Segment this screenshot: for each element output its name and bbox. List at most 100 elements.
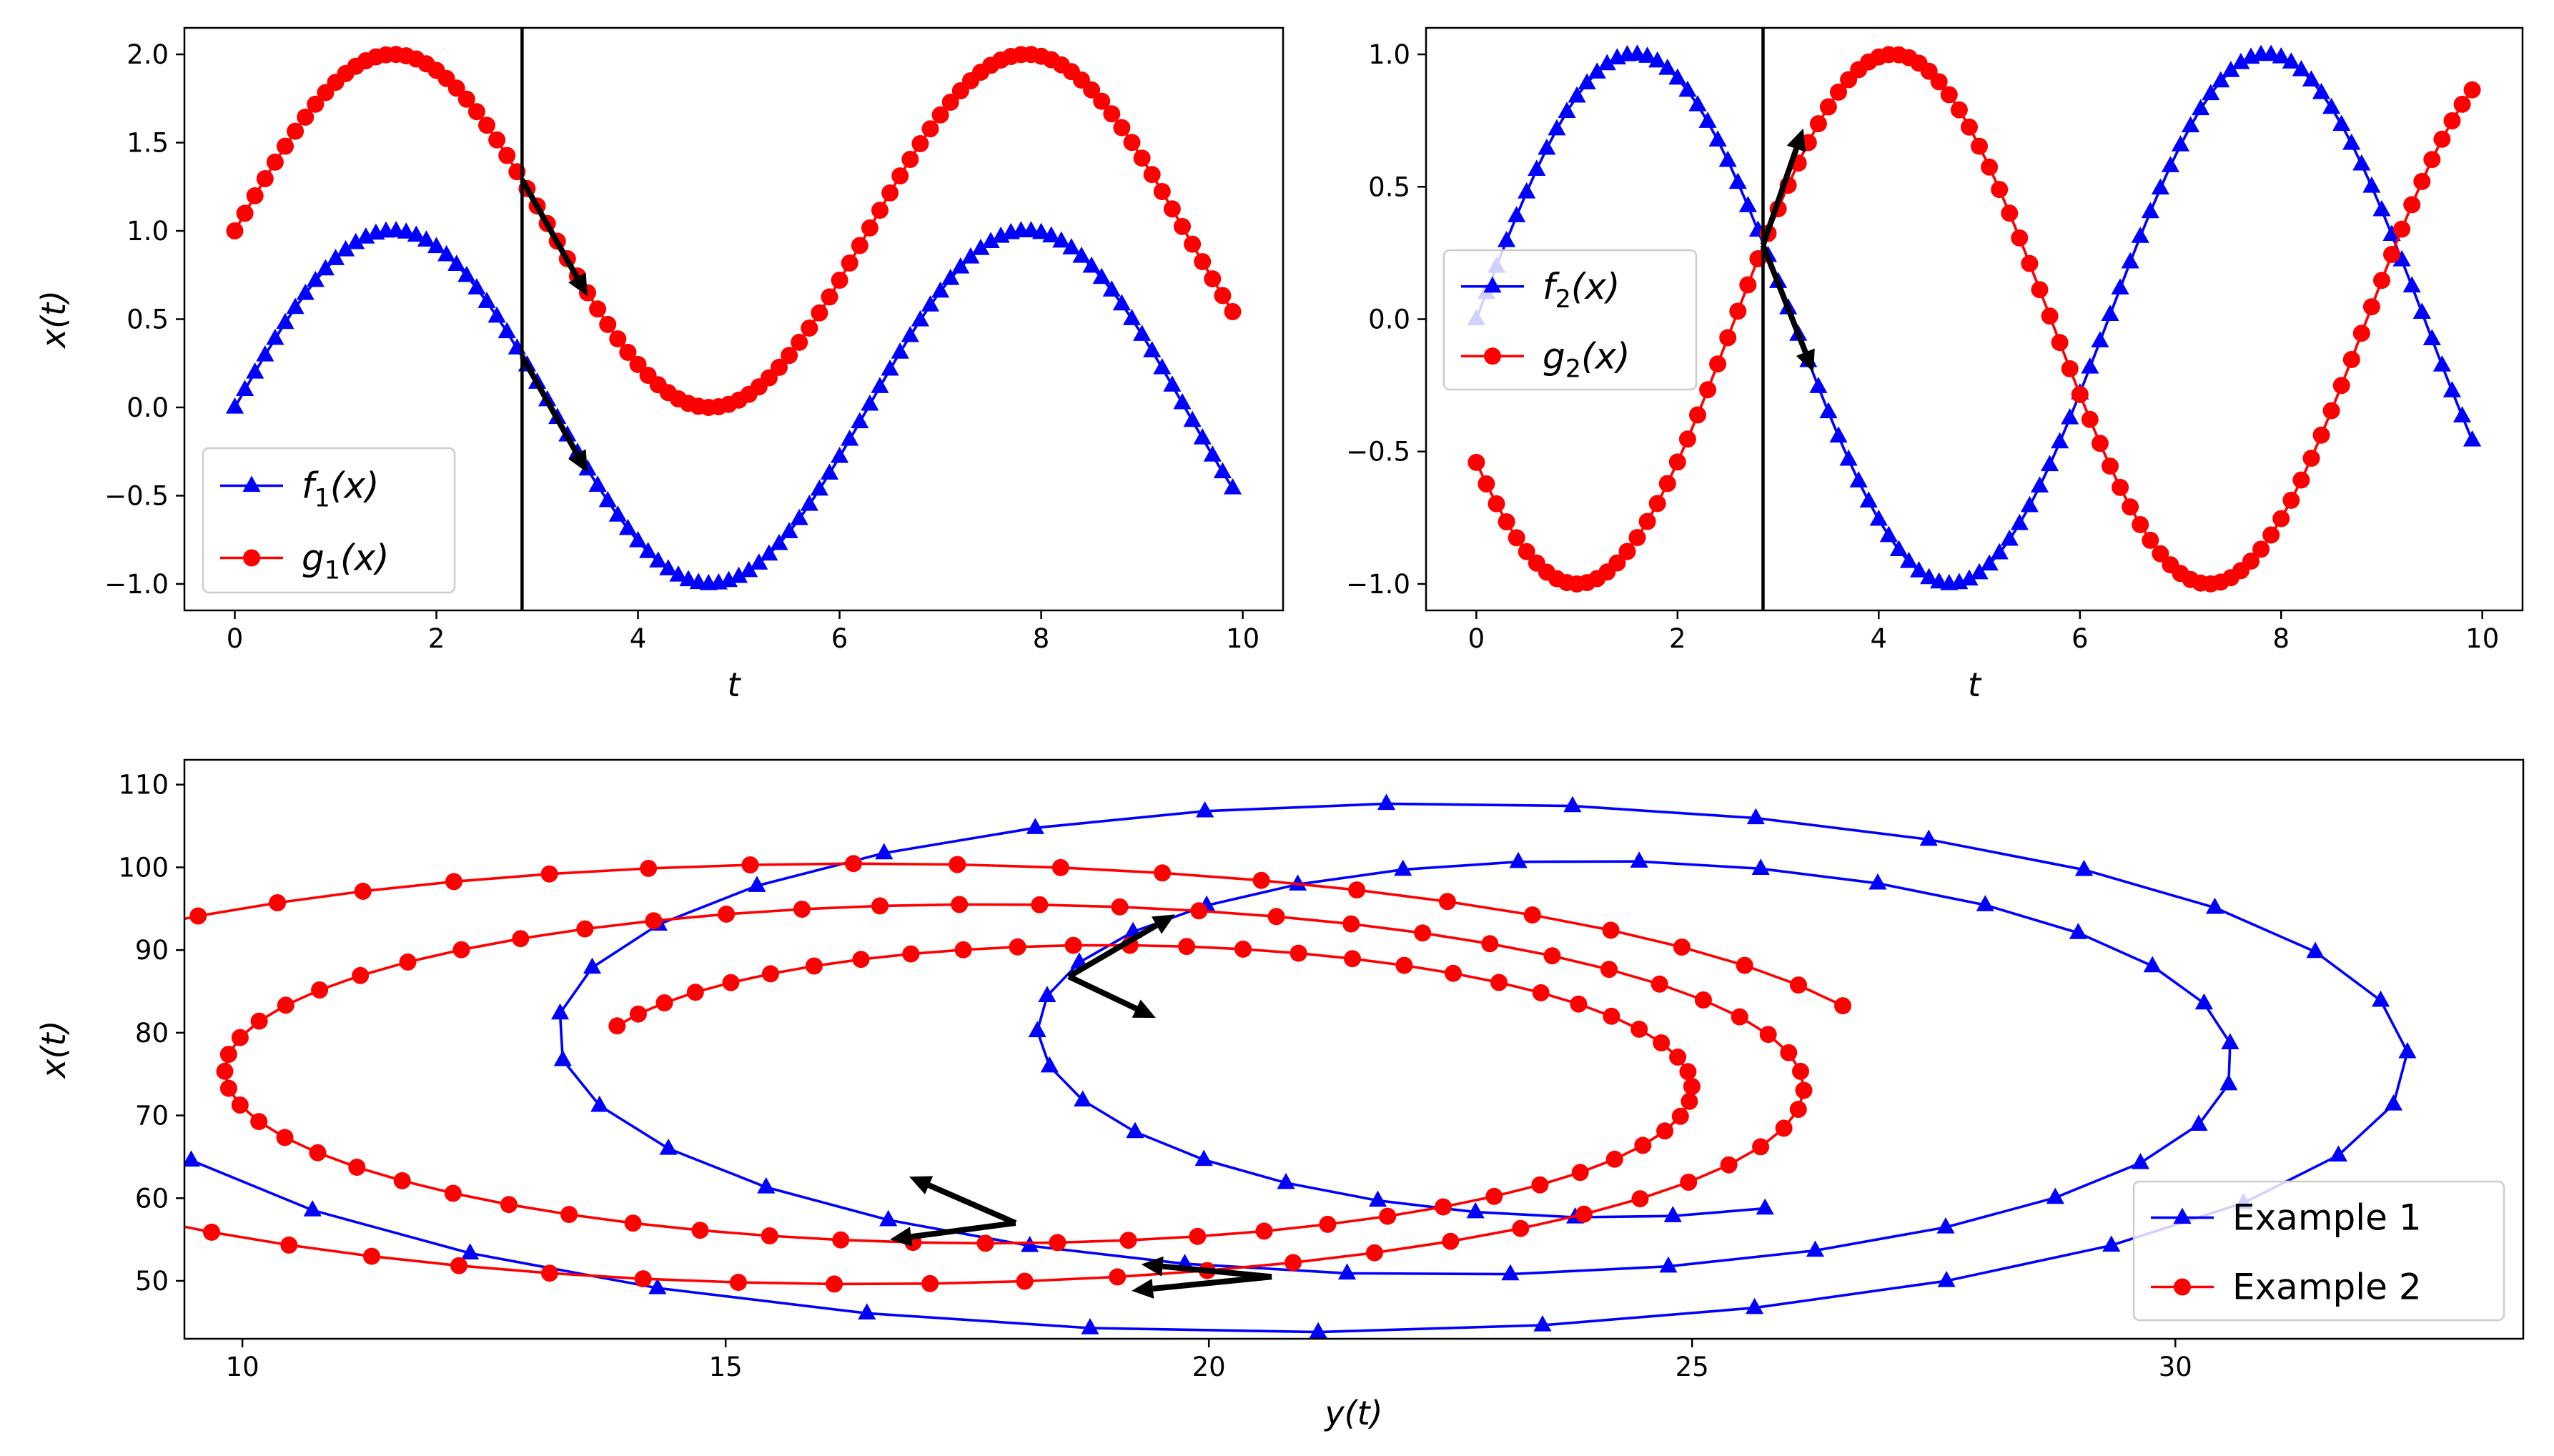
data-point xyxy=(2403,196,2421,214)
data-point xyxy=(1377,793,1396,811)
legend-entry: g2(x) xyxy=(1461,335,1630,383)
data-point xyxy=(949,856,966,873)
y-tick-label: 2.0 xyxy=(127,39,169,70)
x-tick-label: 0 xyxy=(227,623,244,654)
data-point xyxy=(1214,287,1232,304)
data-point xyxy=(951,257,970,274)
data-point xyxy=(1869,509,1888,526)
data-point xyxy=(1122,309,1142,325)
y-tick-label: 0.5 xyxy=(127,304,169,335)
data-point xyxy=(1834,997,1851,1015)
data-point xyxy=(1213,462,1232,479)
data-point xyxy=(500,1196,518,1214)
data-point xyxy=(467,278,486,294)
data-point xyxy=(1288,874,1307,891)
data-point xyxy=(1792,1062,1809,1080)
legend-marker xyxy=(2173,1207,2192,1224)
x-tick-label: 6 xyxy=(831,623,848,654)
x-tick-label: 10 xyxy=(226,1352,259,1382)
series-1 xyxy=(225,221,1242,590)
data-point xyxy=(1806,1240,1825,1257)
data-point xyxy=(457,265,476,282)
y-tick-label: −0.5 xyxy=(104,480,169,511)
series-line xyxy=(1475,53,2474,585)
data-point xyxy=(297,108,315,126)
legend-label: g2(x) xyxy=(1543,335,1630,383)
data-point xyxy=(1658,58,1677,75)
data-point xyxy=(2329,1145,2348,1162)
data-point xyxy=(2262,526,2280,544)
data-point xyxy=(1143,341,1162,357)
series-1 xyxy=(184,793,2417,1339)
data-point xyxy=(1194,253,1212,271)
data-point xyxy=(1123,134,1141,152)
legend: f1(x) g1(x) xyxy=(202,447,456,594)
data-point xyxy=(1789,1101,1807,1118)
data-point xyxy=(1435,1198,1452,1216)
data-point xyxy=(1267,908,1285,926)
data-point xyxy=(1930,73,1948,91)
data-point xyxy=(1728,172,1747,189)
data-point xyxy=(296,283,315,300)
data-point xyxy=(1830,83,1847,101)
data-point xyxy=(1488,495,1505,512)
y-tick-label: −0.5 xyxy=(1346,437,1410,467)
data-point xyxy=(718,905,736,923)
x-tick-label: 8 xyxy=(1033,623,1050,654)
data-point xyxy=(1598,54,1616,71)
x-axis: 0 2 4 6 8 10 xyxy=(1468,610,2499,654)
data-point xyxy=(2463,81,2481,99)
data-point xyxy=(1699,381,1717,399)
legend-box xyxy=(2132,1180,2505,1322)
x-tick-label: 30 xyxy=(2159,1352,2192,1382)
data-point xyxy=(1009,938,1026,956)
data-point xyxy=(2141,202,2159,219)
data-point xyxy=(2442,381,2462,397)
data-point xyxy=(1309,1322,1327,1339)
data-point xyxy=(2292,60,2310,76)
data-point xyxy=(659,559,678,575)
data-point xyxy=(871,202,889,219)
legend-label: f1(x) xyxy=(302,465,380,513)
data-point xyxy=(1638,512,1656,530)
data-point xyxy=(2069,923,2087,939)
data-point xyxy=(762,965,779,983)
data-point xyxy=(757,1177,776,1194)
data-point xyxy=(811,304,828,322)
data-point xyxy=(1548,119,1566,136)
data-point xyxy=(1026,818,1044,834)
data-point xyxy=(911,309,929,327)
data-point xyxy=(1648,51,1667,68)
data-point xyxy=(851,412,869,429)
data-point xyxy=(1746,808,1765,825)
data-point xyxy=(628,530,648,548)
data-point xyxy=(780,522,798,538)
data-point xyxy=(1970,563,1989,580)
data-point xyxy=(1523,906,1541,924)
data-point xyxy=(2041,307,2059,325)
data-point xyxy=(447,79,465,97)
data-point xyxy=(981,232,1000,249)
data-point xyxy=(1919,829,1938,846)
data-point xyxy=(1889,540,1909,557)
data-point xyxy=(861,219,878,237)
data-point xyxy=(354,882,372,900)
data-point xyxy=(1072,246,1091,263)
data-point xyxy=(231,1096,249,1114)
y-tick-label: 110 xyxy=(118,770,169,801)
data-point xyxy=(427,237,446,254)
data-point xyxy=(1849,471,1868,487)
data-point xyxy=(1719,329,1737,347)
data-point xyxy=(2432,355,2452,372)
data-point xyxy=(2433,130,2451,148)
data-point xyxy=(648,1277,667,1294)
data-point xyxy=(841,254,858,272)
data-point xyxy=(2030,476,2049,493)
data-point xyxy=(608,1017,626,1035)
data-point xyxy=(2453,95,2471,113)
data-point xyxy=(1224,303,1242,320)
data-point xyxy=(1950,101,1968,119)
data-point xyxy=(2161,156,2180,172)
data-point xyxy=(1819,402,1838,419)
y-tick-label: −1.0 xyxy=(1346,569,1410,600)
